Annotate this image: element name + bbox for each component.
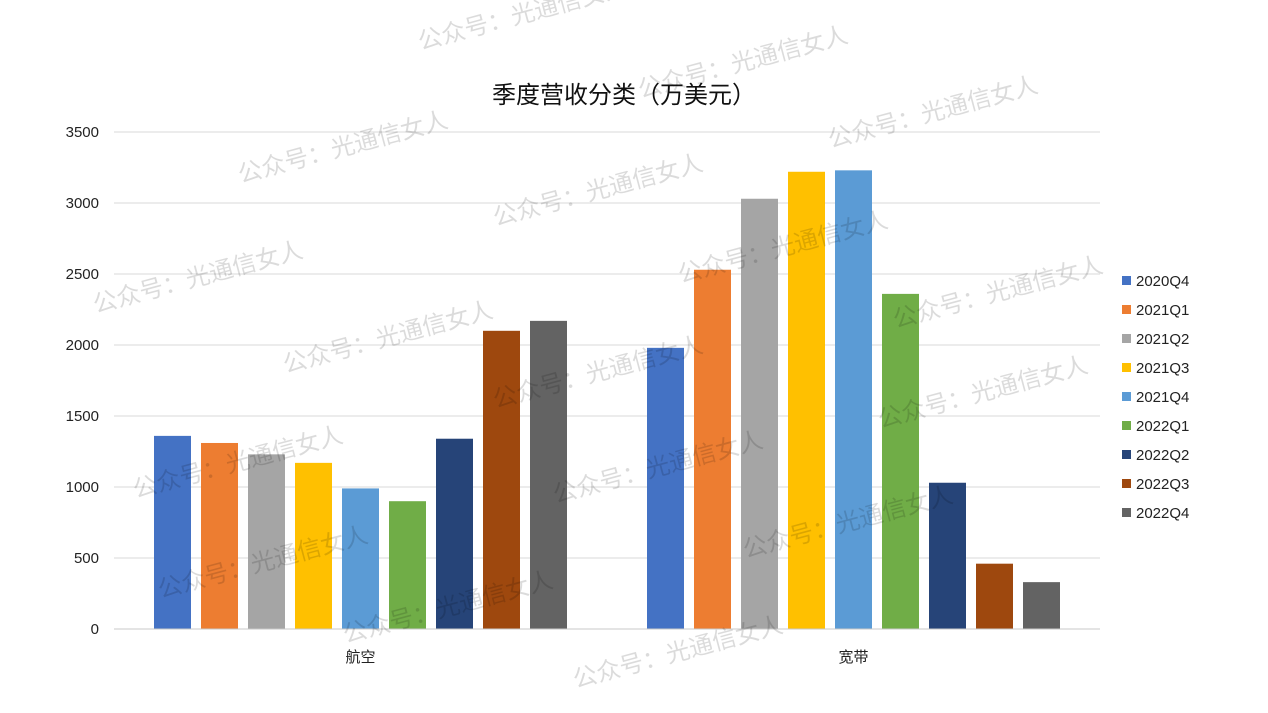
watermark-text: 公众号：光通信女人 (90, 236, 306, 319)
bars (154, 170, 1060, 630)
y-tick-label: 0 (91, 621, 99, 638)
legend-label: 2022Q1 (1136, 418, 1189, 435)
bar-2022Q4 (1023, 582, 1060, 629)
watermark-text: 公众号：光通信女人 (890, 251, 1106, 334)
legend-swatch (1122, 334, 1131, 343)
bar-2021Q4 (342, 488, 379, 629)
legend-swatch (1122, 363, 1131, 372)
bar-2022Q3 (483, 330, 520, 629)
legend-label: 2021Q1 (1136, 302, 1189, 319)
bar-2022Q2 (436, 438, 473, 629)
bar-2022Q1 (882, 293, 919, 629)
x-category-label: 航空 (345, 648, 375, 666)
y-tick-label: 3000 (66, 195, 99, 212)
watermark-text: 公众号：光通信女人 (490, 149, 706, 232)
legend-label: 2022Q3 (1136, 476, 1189, 493)
legend-swatch (1122, 479, 1131, 488)
legend-swatch (1122, 276, 1131, 285)
watermark-text: 公众号：光通信女人 (235, 106, 451, 189)
legend-swatch (1122, 392, 1131, 401)
chart-title: 季度营收分类（万美元） (492, 81, 756, 109)
bar-2020Q4 (154, 435, 191, 629)
bar-2021Q1 (201, 442, 238, 629)
legend-label: 2020Q4 (1136, 273, 1189, 290)
bar-2022Q4 (530, 320, 567, 629)
legend-label: 2021Q4 (1136, 389, 1189, 406)
legend: 2020Q4 2021Q1 2021Q2 2021Q3 2021Q4 2022Q1 2022… (1122, 273, 1189, 522)
legend-label: 2022Q2 (1136, 447, 1189, 464)
y-tick-label: 2000 (66, 337, 99, 354)
bar-2022Q3 (976, 563, 1013, 629)
watermark-text: 公众号：光通信女人 (415, 0, 631, 56)
y-tick-label: 1500 (66, 408, 99, 425)
bar-2020Q4 (647, 347, 684, 629)
legend-swatch (1122, 421, 1131, 430)
bar-2022Q2 (929, 482, 966, 629)
legend-swatch (1122, 508, 1131, 517)
bar-2021Q1 (694, 269, 731, 629)
bar-2021Q4 (835, 170, 872, 629)
legend-label: 2021Q2 (1136, 331, 1189, 348)
axes: 0 500 1000 1500 2000 2500 3000 3500 航空 宽带 (66, 124, 1100, 666)
legend-swatch (1122, 305, 1131, 314)
legend-label: 2021Q3 (1136, 360, 1189, 377)
legend-swatch (1122, 450, 1131, 459)
bar-2022Q1 (389, 501, 426, 629)
y-tick-label: 500 (74, 550, 99, 567)
bar-2021Q2 (741, 198, 778, 630)
watermark-text: 公众号：光通信女人 (825, 71, 1041, 154)
bar-2021Q3 (295, 462, 332, 629)
y-tick-label: 3500 (66, 124, 99, 141)
x-category-label: 宽带 (838, 648, 868, 666)
legend-label: 2022Q4 (1136, 505, 1189, 522)
y-tick-label: 1000 (66, 479, 99, 496)
bar-2021Q3 (788, 171, 825, 629)
y-tick-label: 2500 (66, 266, 99, 283)
watermark-text: 公众号：光通信女人 (280, 296, 496, 379)
bar-2021Q2 (248, 454, 285, 629)
